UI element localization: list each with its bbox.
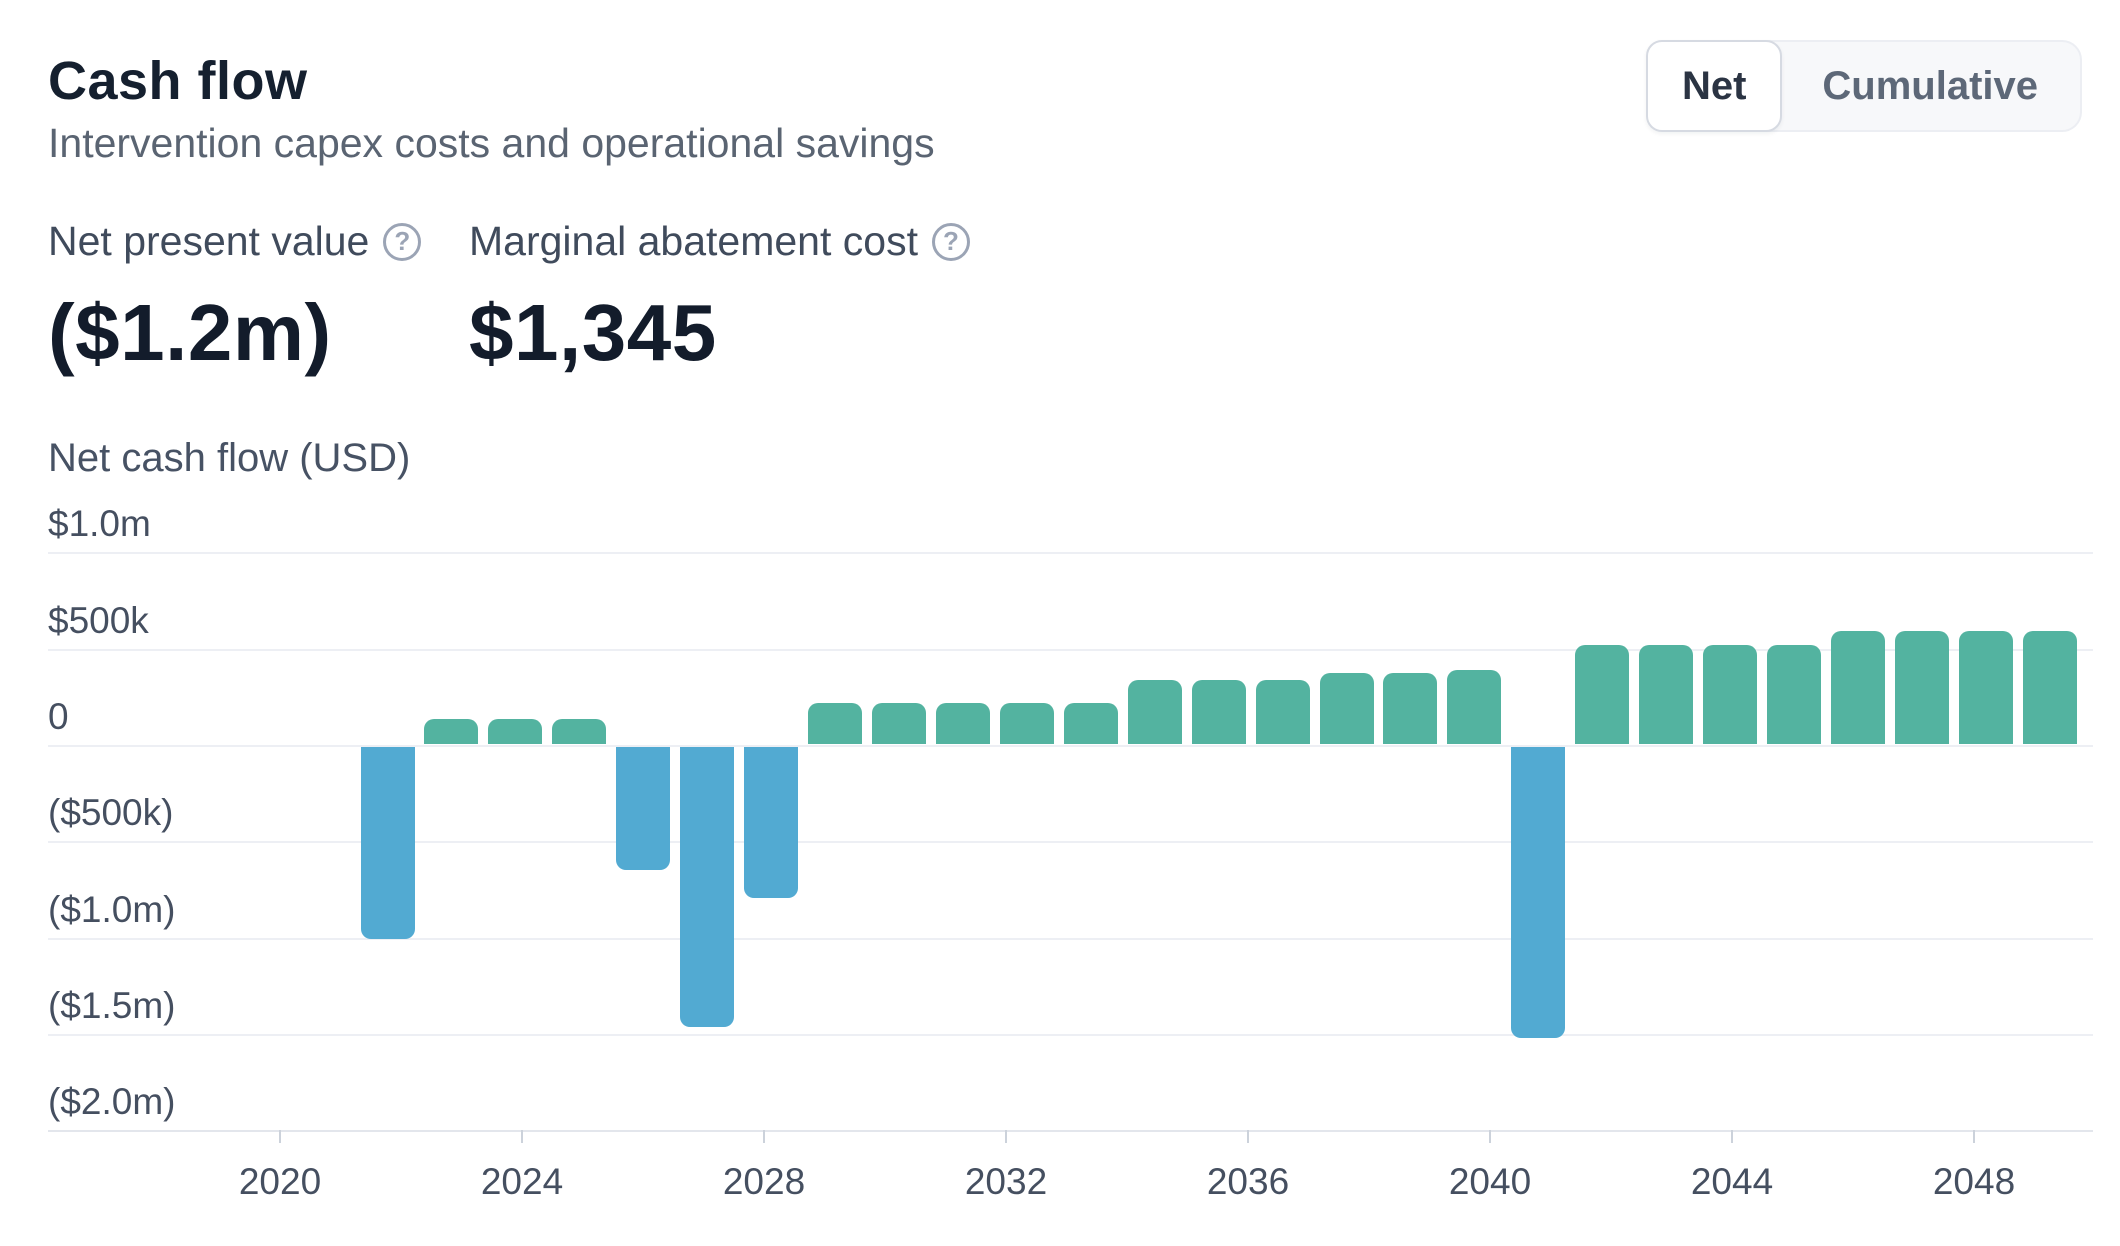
x-axis-tick (1731, 1130, 1733, 1143)
metric-label: Marginal abatement cost (469, 218, 918, 264)
bar-2043[interactable] (1703, 644, 1757, 744)
bar-2036[interactable] (1255, 679, 1310, 744)
bar-2030[interactable] (871, 702, 926, 744)
gridline-0 (48, 745, 2093, 747)
bar-2027[interactable] (680, 747, 735, 1028)
metric-marginal-abatement-cost: Marginal abatement cost ? $1,345 (469, 218, 970, 379)
y-axis-label: $500k (48, 600, 149, 641)
toggle-option-net[interactable]: Net (1645, 40, 1783, 132)
gridline-($1.5m) (48, 1034, 2093, 1036)
bar-2025[interactable] (552, 719, 607, 744)
bar-2037[interactable] (1319, 672, 1374, 744)
gridline-$500k (48, 649, 2093, 651)
question-circle-icon[interactable]: ? (931, 222, 970, 261)
bar-2023[interactable] (424, 719, 479, 744)
bar-2040[interactable] (1511, 747, 1566, 1038)
gridline-($500k) (48, 841, 2093, 843)
bar-2033[interactable] (1063, 702, 1118, 744)
bar-2044[interactable] (1767, 644, 1821, 744)
metric-value: ($1.2m) (48, 288, 332, 377)
y-axis-label: ($1.0m) (48, 889, 176, 930)
bar-2031[interactable] (935, 702, 990, 744)
page-subtitle: Intervention capex costs and operational… (48, 120, 935, 166)
x-axis-tick (279, 1130, 281, 1143)
x-axis-label: 2032 (964, 1161, 1048, 1202)
metric-label: Net present value (48, 218, 370, 264)
bar-2045[interactable] (1830, 631, 1885, 744)
x-axis-label: 2040 (1448, 1161, 1532, 1202)
toggle-option-cumulative[interactable]: Cumulative (1780, 42, 2080, 130)
bar-2039[interactable] (1447, 669, 1502, 744)
bar-2035[interactable] (1191, 679, 1246, 744)
bar-2024[interactable] (488, 719, 543, 744)
x-axis-tick (1489, 1130, 1491, 1143)
gridline-($2.0m) (48, 1130, 2093, 1132)
x-axis-tick (763, 1130, 765, 1143)
bar-2048[interactable] (2022, 631, 2077, 744)
bar-2029[interactable] (808, 702, 862, 744)
y-axis-label: ($2.0m) (48, 1081, 176, 1122)
y-axis-label: ($500k) (48, 792, 174, 833)
bar-2032[interactable] (999, 702, 1054, 744)
bar-2042[interactable] (1639, 644, 1694, 744)
x-axis-label: 2048 (1932, 1161, 2016, 1202)
y-axis-label: $1.0m (48, 503, 151, 544)
x-axis-label: 2024 (480, 1161, 564, 1202)
bar-2041[interactable] (1575, 644, 1630, 744)
x-axis-label: 2044 (1690, 1161, 1774, 1202)
bar-2038[interactable] (1383, 672, 1438, 744)
x-axis-label: 2028 (722, 1161, 806, 1202)
bar-2026[interactable] (616, 747, 671, 871)
page-title: Cash flow (48, 51, 308, 111)
bar-2046[interactable] (1894, 631, 1949, 744)
metric-net-present-value: Net present value ? ($1.2m) (48, 218, 422, 379)
gridline-($1.0m) (48, 938, 2093, 940)
bar-2034[interactable] (1127, 679, 1182, 744)
gridline-$1.0m (48, 552, 2093, 554)
x-axis-tick (521, 1130, 523, 1143)
x-axis-label: 2020 (238, 1161, 322, 1202)
chart-title: Net cash flow (USD) (48, 436, 411, 480)
bar-2022[interactable] (360, 747, 415, 939)
x-axis-tick (1247, 1130, 1249, 1143)
x-axis-tick (1973, 1130, 1975, 1143)
x-axis-label: 2036 (1206, 1161, 1290, 1202)
question-circle-icon[interactable]: ? (383, 222, 422, 261)
bar-2047[interactable] (1958, 631, 2013, 744)
x-axis-tick (1005, 1130, 1007, 1143)
y-axis-label: 0 (48, 696, 69, 737)
y-axis-label: ($1.5m) (48, 985, 176, 1026)
metric-value: $1,345 (469, 288, 717, 377)
net-cumulative-toggle: Net Cumulative (1645, 40, 2082, 132)
bar-2028[interactable] (744, 747, 799, 899)
